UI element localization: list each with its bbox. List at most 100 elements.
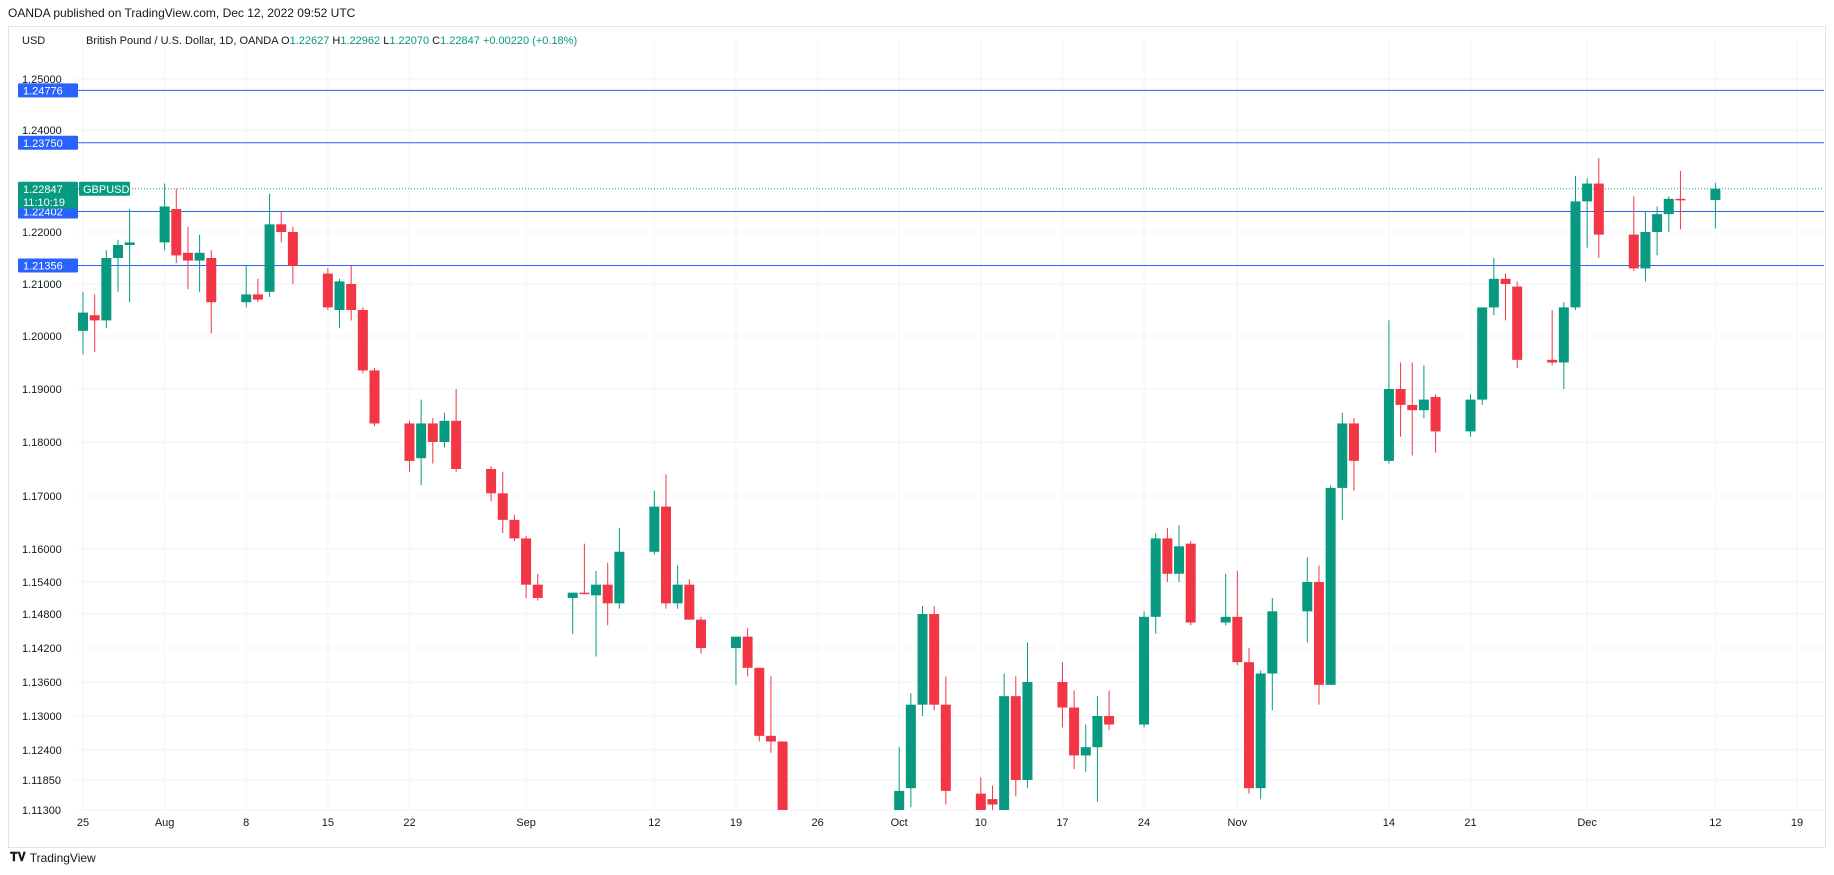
candle-body[interactable] [532,584,543,598]
candle-body[interactable] [1174,546,1185,574]
candle-body[interactable] [404,423,415,461]
candle-body[interactable] [521,538,532,585]
candle-body[interactable] [614,551,625,604]
candle-body[interactable] [194,252,205,261]
candle-body[interactable] [1675,198,1686,201]
candle-body[interactable] [241,294,252,303]
candle-body[interactable] [1057,682,1068,708]
candle-body[interactable] [1150,538,1161,617]
candle-body[interactable] [486,469,497,494]
candle-body[interactable] [451,420,462,469]
candle-body[interactable] [346,284,357,310]
candle-body[interactable] [894,790,905,810]
candle-body[interactable] [112,245,123,258]
candle-body[interactable] [1558,307,1569,363]
candle-body[interactable] [78,312,88,331]
candle-body[interactable] [1139,616,1150,725]
symbol-legend[interactable]: British Pound / U.S. Dollar, 1D, OANDA O… [86,35,577,47]
candle-body[interactable] [567,592,578,598]
candle-body[interactable] [1313,582,1324,685]
candle-body[interactable] [1232,616,1243,663]
candle-body[interactable] [1244,662,1254,789]
candle-body[interactable] [754,667,765,736]
candle-body[interactable] [124,242,135,245]
candle-body[interactable] [416,423,427,459]
candle-body[interactable] [1465,399,1476,432]
candle-body[interactable] [334,281,345,310]
candle-body[interactable] [1348,423,1359,461]
candle-body[interactable] [649,506,660,552]
candle-body[interactable] [1395,389,1406,405]
price-tick-label: 1.24000 [22,125,62,137]
candle-body[interactable] [1104,716,1115,725]
candle-body[interactable] [1500,278,1511,284]
candle-body[interactable] [1488,278,1499,308]
candle-body[interactable] [1325,487,1336,685]
candle-body[interactable] [1407,404,1418,411]
candle-body[interactable] [1430,396,1441,432]
candle-body[interactable] [497,493,508,520]
candle-body[interactable] [684,584,695,620]
candle-body[interactable] [591,584,602,596]
candle-body[interactable] [765,735,776,742]
candle-body[interactable] [322,273,333,308]
candle-body[interactable] [89,315,100,321]
candle-body[interactable] [999,696,1010,810]
candle-body[interactable] [1337,423,1348,488]
candle-body[interactable] [264,224,275,292]
candle-body[interactable] [357,310,368,371]
candle-body[interactable] [1710,188,1721,201]
candle-body[interactable] [1255,673,1266,789]
candle-body[interactable] [1640,232,1651,269]
candle-body[interactable] [1220,616,1231,623]
candle-body[interactable] [276,224,287,232]
candle-body[interactable] [439,420,450,442]
candle-body[interactable] [206,258,217,303]
candle-body[interactable] [1162,538,1173,574]
candle-body[interactable] [1185,543,1196,623]
candle-body[interactable] [987,799,998,805]
candle-body[interactable] [579,592,590,595]
candle-body[interactable] [1547,359,1558,363]
candle-body[interactable] [1418,399,1429,411]
candle-body[interactable] [940,704,951,791]
candle-body[interactable] [1477,307,1488,400]
candle-body[interactable] [1069,707,1080,756]
candle-body[interactable] [905,704,916,789]
candle-body[interactable] [1010,696,1021,780]
candle-body[interactable] [182,252,193,261]
candle-body[interactable] [1383,389,1394,461]
candle-body[interactable] [1512,286,1523,360]
candle-body[interactable] [602,584,613,604]
candle-body[interactable] [777,741,788,811]
candle-body[interactable] [287,232,298,266]
candle-body[interactable] [159,206,170,243]
candle-body[interactable] [672,584,683,604]
candle-body[interactable] [1267,611,1278,674]
candle-body[interactable] [1092,716,1103,748]
candle-body[interactable] [252,294,263,300]
candle-body[interactable] [661,506,671,604]
candle-body[interactable] [171,209,182,256]
candle-body[interactable] [1022,682,1033,780]
candle-body[interactable] [730,636,741,648]
candle-body[interactable] [1663,198,1674,215]
candle-body[interactable] [1302,582,1313,612]
candle-body[interactable] [742,636,753,668]
tradingview-logo[interactable]: 𝐓𝐕 TradingView [10,850,96,865]
candle-body[interactable] [369,370,380,424]
candle-body[interactable] [917,614,928,705]
candle-body[interactable] [929,614,940,705]
candle-body[interactable] [1652,214,1663,232]
candle-body[interactable] [427,423,438,442]
candle-body[interactable] [1570,201,1581,308]
candle-body[interactable] [695,619,706,648]
candle-body[interactable] [1593,183,1604,235]
candle-body[interactable] [101,258,112,321]
candle-body[interactable] [509,519,520,539]
candle-body[interactable] [1582,183,1593,202]
candle-body[interactable] [1628,234,1639,269]
candle-body[interactable] [1080,747,1091,756]
candle-body[interactable] [975,793,986,810]
